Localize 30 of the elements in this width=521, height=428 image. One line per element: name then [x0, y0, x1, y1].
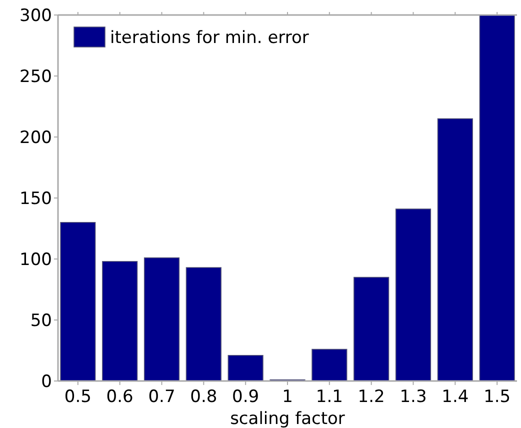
x-tick-label: 0.8 — [190, 387, 218, 407]
x-tick-label: 1.5 — [484, 387, 511, 407]
x-tick-label: 0.6 — [106, 387, 134, 407]
bar — [102, 261, 138, 382]
y-tick-label: 200 — [20, 128, 52, 148]
y-tick-label: 250 — [20, 66, 52, 87]
x-tick-label: 0.5 — [64, 387, 92, 407]
x-tick-label: 1.4 — [442, 387, 469, 407]
x-tick-label: 1.2 — [358, 387, 385, 407]
bar — [312, 348, 348, 382]
bar — [60, 222, 96, 382]
x-tick-label: 1.1 — [316, 387, 343, 407]
bar — [479, 14, 515, 382]
x-tick-label: 0.7 — [148, 387, 176, 407]
x-tick-label: 1 — [282, 387, 293, 407]
bar — [144, 257, 180, 382]
y-tick-label: 100 — [20, 250, 52, 270]
y-tick-label: 300 — [20, 6, 52, 26]
y-tick-label: 0 — [41, 372, 52, 392]
bar — [395, 208, 432, 382]
x-tick-label: 0.9 — [232, 387, 260, 407]
bar — [186, 267, 222, 382]
x-axis-title: scaling factor — [230, 409, 345, 428]
bar — [228, 354, 264, 382]
y-tick-label: 50 — [30, 310, 52, 331]
y-tick-label: 150 — [20, 188, 52, 209]
bar — [354, 276, 390, 382]
legend-label: iterations for min. error — [110, 28, 309, 48]
x-tick-label: 1.3 — [400, 387, 427, 407]
bar — [437, 118, 473, 382]
